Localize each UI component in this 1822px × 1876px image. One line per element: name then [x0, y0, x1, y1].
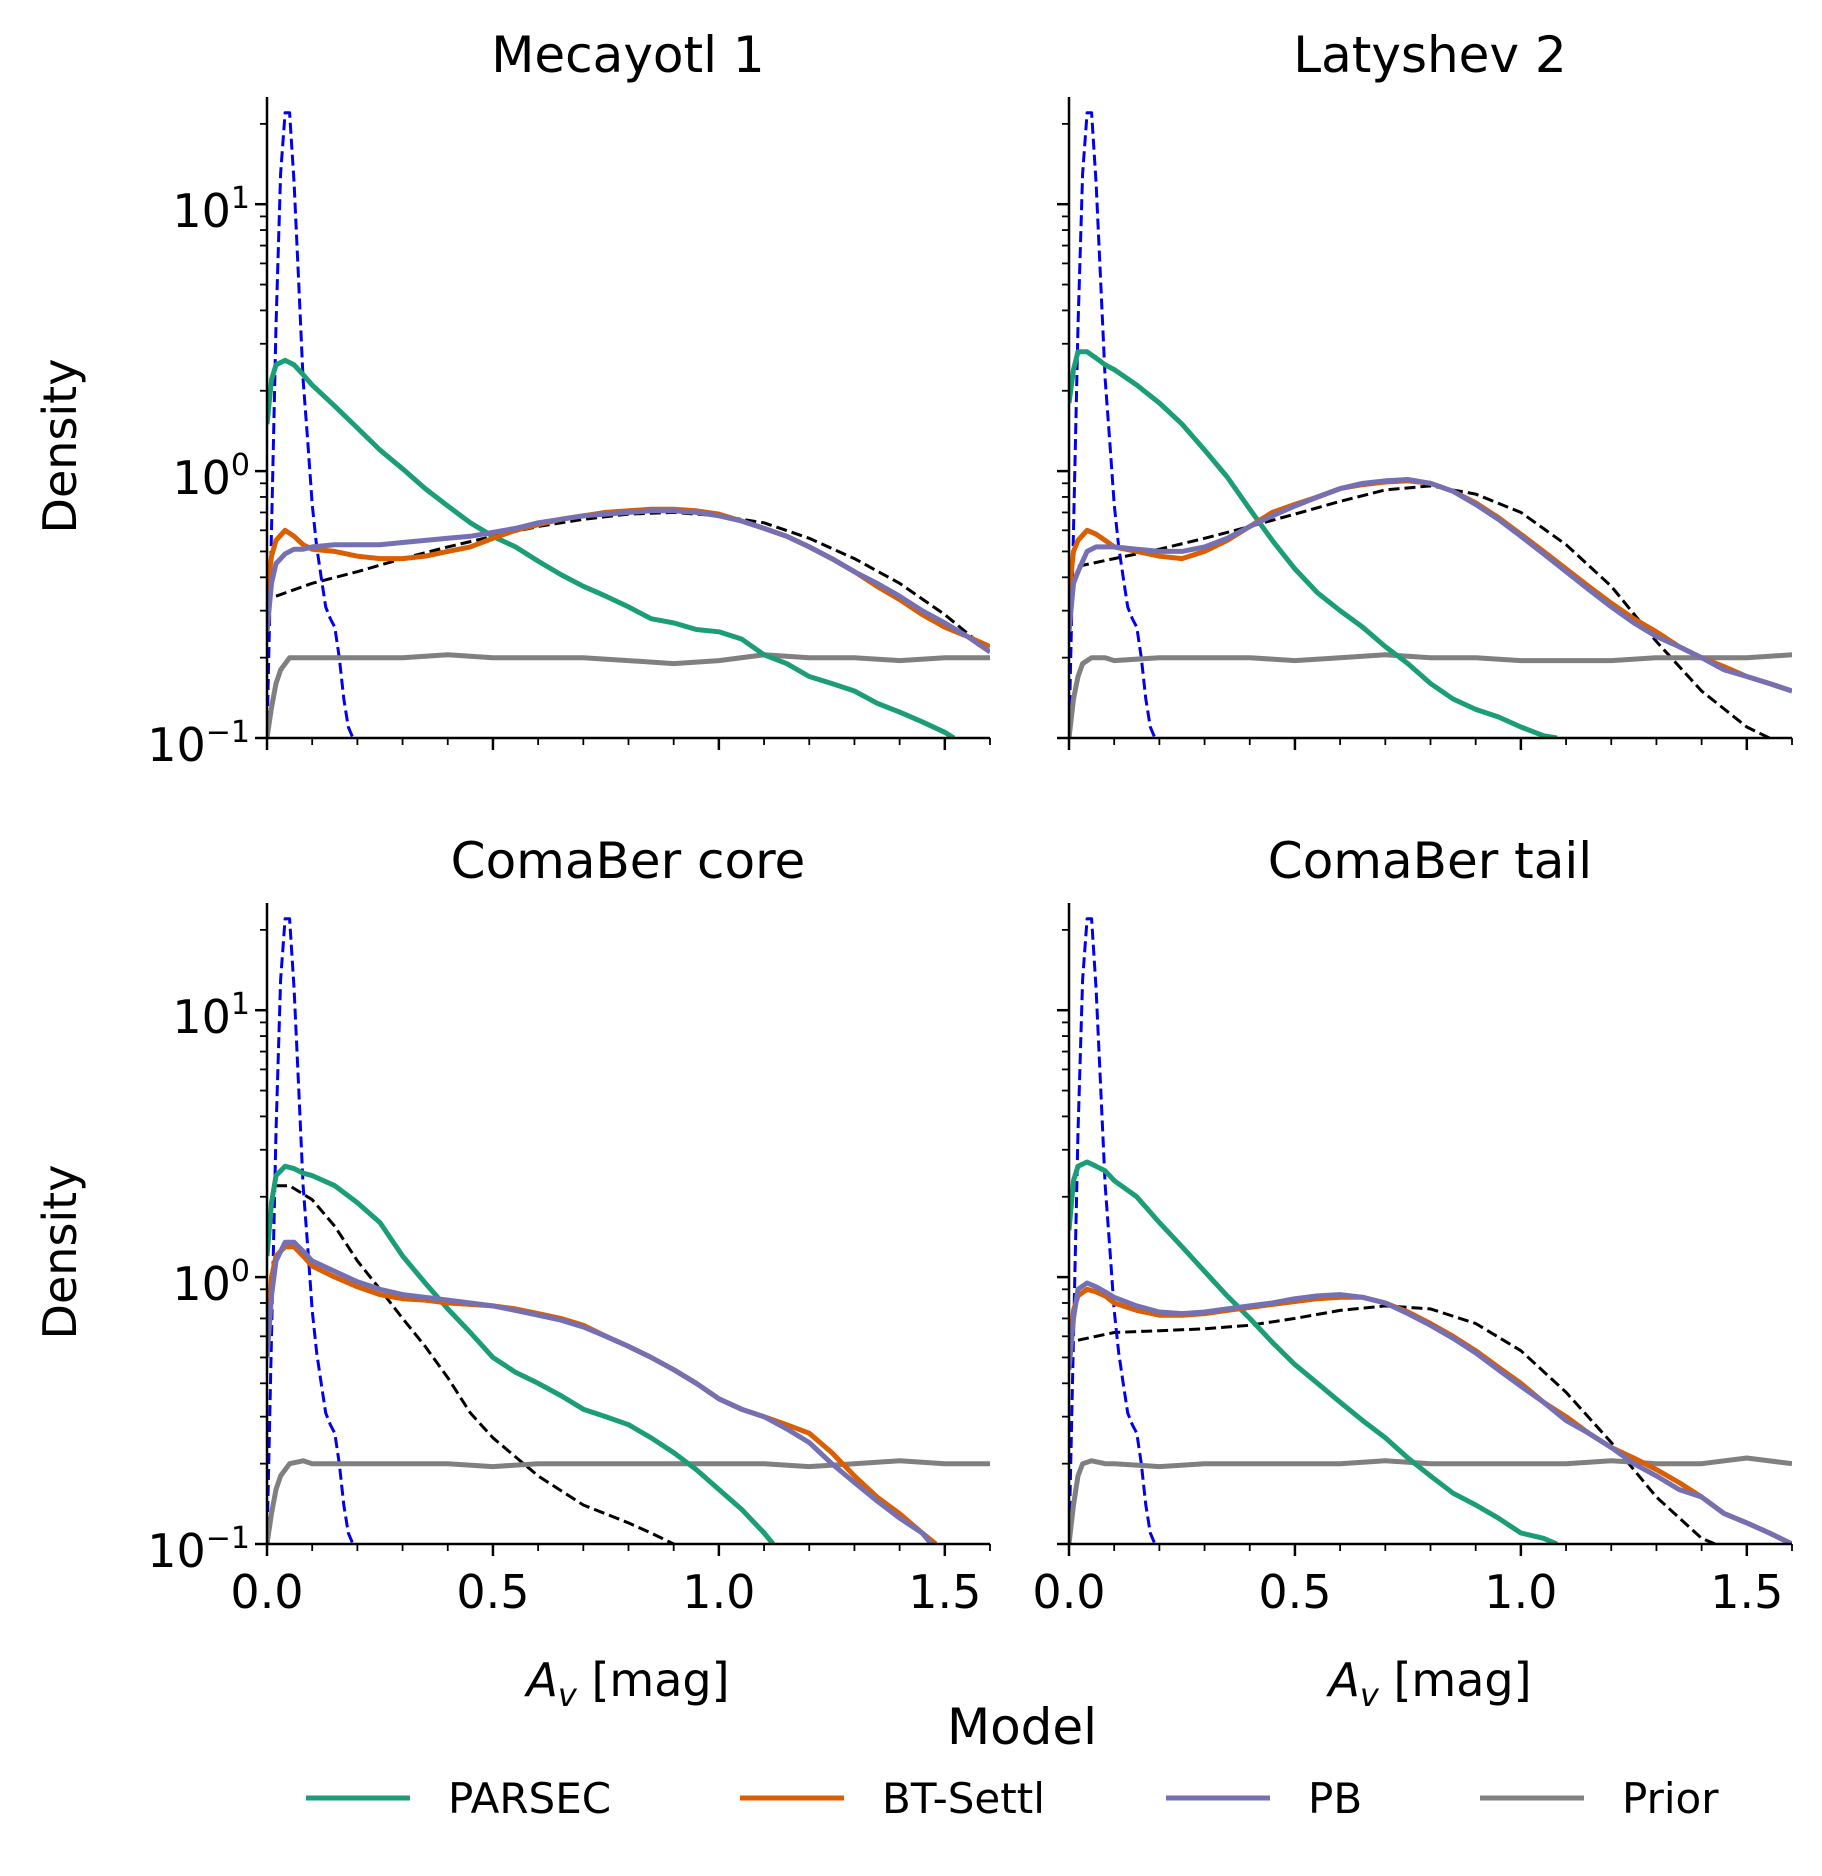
series-line-parsec	[267, 357, 956, 738]
legend-label: BT-Settl	[882, 1774, 1045, 1823]
panel-title: Latyshev 2	[1293, 26, 1567, 84]
panel-comaber-tail: ComaBer tail Av [mag] 0.0 0.5 1.0 1.5	[1032, 832, 1793, 1714]
axes	[255, 97, 991, 750]
panel-latyshev-2: Latyshev 2	[1057, 26, 1793, 750]
x-tick-label: 0.0	[230, 1565, 303, 1619]
axes	[1057, 903, 1793, 1556]
series-line-pb	[1069, 1280, 1792, 1544]
series-line-gaussian-prior	[1069, 917, 1157, 1544]
plot-area	[1069, 917, 1792, 1544]
series-line-reference	[276, 1184, 675, 1544]
x-tick-label: 1.5	[1710, 1565, 1783, 1619]
y-tick-label-1: 100	[172, 1254, 250, 1311]
legend-label: Prior	[1622, 1774, 1719, 1823]
axes	[255, 903, 991, 1556]
y-tick-label-0: 10−1	[147, 1521, 250, 1578]
series-line-parsec	[267, 1163, 776, 1544]
y-tick-label-0: 10−1	[147, 715, 250, 772]
legend-item-prior: Prior	[1480, 1774, 1719, 1823]
y-axis-label: Density	[33, 359, 87, 534]
series-line-gaussian-prior	[1069, 111, 1157, 738]
legend-label: PARSEC	[448, 1774, 611, 1823]
legend-label: PB	[1308, 1774, 1362, 1823]
plot-area	[1069, 111, 1792, 738]
series-line-prior	[267, 652, 990, 738]
legend-item-pb: PB	[1166, 1774, 1362, 1823]
y-tick-label-2: 101	[172, 987, 250, 1044]
legend-item-parsec: PARSEC	[306, 1774, 611, 1823]
y-tick-label-1: 100	[172, 448, 250, 505]
series-line-pb	[267, 508, 990, 655]
x-tick-label: 1.5	[908, 1565, 981, 1619]
panel-title: ComaBer core	[451, 832, 806, 890]
legend: Model PARSEC BT-Settl PB Prior	[306, 1698, 1719, 1823]
series-line-gaussian-prior	[267, 111, 355, 738]
series-line-prior	[1069, 652, 1792, 738]
panel-mecayotl-1: Mecayotl 1 10−1 100 101 Density	[33, 26, 991, 772]
y-tick-label-2: 101	[172, 181, 250, 238]
series-line-gaussian-prior	[267, 917, 355, 1544]
series-line-parsec	[1069, 1159, 1558, 1544]
x-axis-label: Av [mag]	[523, 1653, 729, 1714]
axes	[1057, 97, 1793, 750]
x-tick-label: 1.0	[1484, 1565, 1557, 1619]
plot-area	[267, 917, 990, 1544]
series-line-pb	[267, 1239, 934, 1544]
legend-title: Model	[947, 1698, 1097, 1756]
x-tick-label: 0.0	[1032, 1565, 1105, 1619]
series-line-parsec	[1069, 349, 1558, 738]
legend-item-bt-settl: BT-Settl	[740, 1774, 1045, 1823]
x-axis-label: Av [mag]	[1325, 1653, 1531, 1714]
x-tick-label: 1.0	[682, 1565, 755, 1619]
panel-comaber-core: ComaBer core 10−1 100 101 Density Av [ma…	[33, 832, 991, 1714]
series-line-reference	[1077, 1304, 1716, 1544]
x-tick-label: 0.5	[1258, 1565, 1331, 1619]
panel-title: ComaBer tail	[1268, 832, 1592, 890]
panel-title: Mecayotl 1	[491, 26, 764, 84]
plot-area	[267, 111, 990, 738]
x-tick-label: 0.5	[456, 1565, 529, 1619]
series-line-pb	[1069, 477, 1792, 694]
y-axis-label: Density	[33, 1165, 87, 1340]
